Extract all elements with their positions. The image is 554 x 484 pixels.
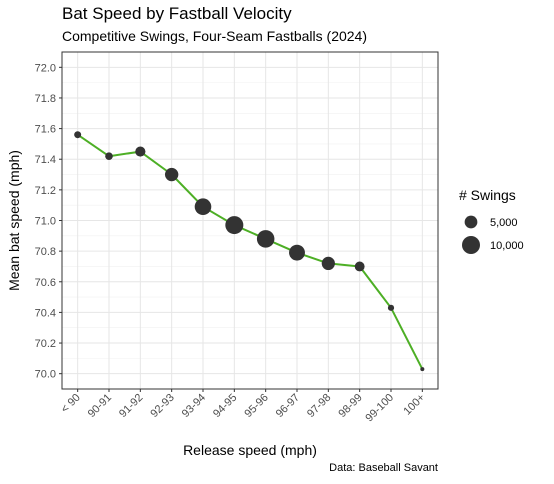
series-line-layer — [77, 133, 424, 370]
data-point — [289, 244, 305, 261]
data-point — [256, 230, 275, 248]
y-tick-label: 70.0 — [35, 369, 56, 381]
legend-label: 10,000 — [490, 240, 524, 252]
x-tick-label: 91-92 — [117, 392, 145, 420]
x-tick-label: 97-98 — [305, 392, 333, 420]
chart-title: Bat Speed by Fastball Velocity — [62, 4, 292, 23]
x-tick-label: 96-97 — [274, 392, 302, 420]
data-point — [74, 131, 82, 139]
chart-subtitle: Competitive Swings, Four-Seam Fastballs … — [62, 28, 368, 44]
x-tick-label: 93-94 — [180, 392, 208, 420]
data-point — [194, 198, 212, 216]
x-tick-label: 92-93 — [148, 392, 176, 420]
y-tick-label: 71.2 — [35, 185, 56, 197]
y-tick-label: 71.6 — [35, 124, 56, 136]
legend-key — [462, 236, 480, 254]
y-tick-label: 70.4 — [35, 307, 56, 319]
x-tick-label: 90-91 — [86, 392, 114, 420]
x-tick-label: 94-95 — [211, 392, 239, 420]
legend-key — [464, 215, 478, 229]
y-tick-label: 70.6 — [35, 277, 56, 289]
chart-caption: Data: Baseball Savant — [329, 462, 438, 474]
data-point — [164, 167, 179, 182]
legend-title: # Swings — [459, 187, 516, 203]
grid-lines — [62, 52, 438, 389]
data-point — [225, 216, 244, 235]
data-point — [105, 152, 113, 160]
x-tick-label: 95-96 — [242, 392, 270, 420]
x-tick-label: 100+ — [401, 392, 427, 418]
y-axis-ticks: 70.0 70.2 70.4 70.6 70.8 71.0 71.2 71.4 71.6 71.8… — [35, 62, 62, 381]
y-axis-title: Mean bat speed (mph) — [6, 150, 22, 291]
y-tick-label: 70.2 — [35, 338, 56, 350]
legend: # Swings 5,000 10,000 — [459, 187, 524, 254]
data-point — [420, 367, 425, 372]
x-axis-title: Release speed (mph) — [183, 442, 317, 458]
y-tick-label: 70.8 — [35, 246, 56, 258]
y-tick-label: 71.4 — [35, 154, 56, 166]
legend-label: 5,000 — [490, 217, 518, 229]
x-tick-label: 98-99 — [336, 392, 364, 420]
data-point — [387, 304, 395, 311]
y-tick-label: 72.0 — [35, 62, 56, 74]
data-point — [354, 261, 365, 272]
data-point — [321, 256, 335, 271]
x-axis-ticks: < 90 90-91 91-92 92-93 93-94 94-95 95-96 96-97 9… — [59, 389, 427, 425]
series-points-layer — [74, 131, 425, 372]
data-point — [135, 146, 146, 157]
x-tick-label: < 90 — [59, 392, 83, 416]
y-tick-label: 71.0 — [35, 216, 56, 228]
x-tick-label: 99-100 — [363, 392, 396, 425]
series-line — [77, 133, 424, 370]
y-tick-label: 71.8 — [35, 93, 56, 105]
